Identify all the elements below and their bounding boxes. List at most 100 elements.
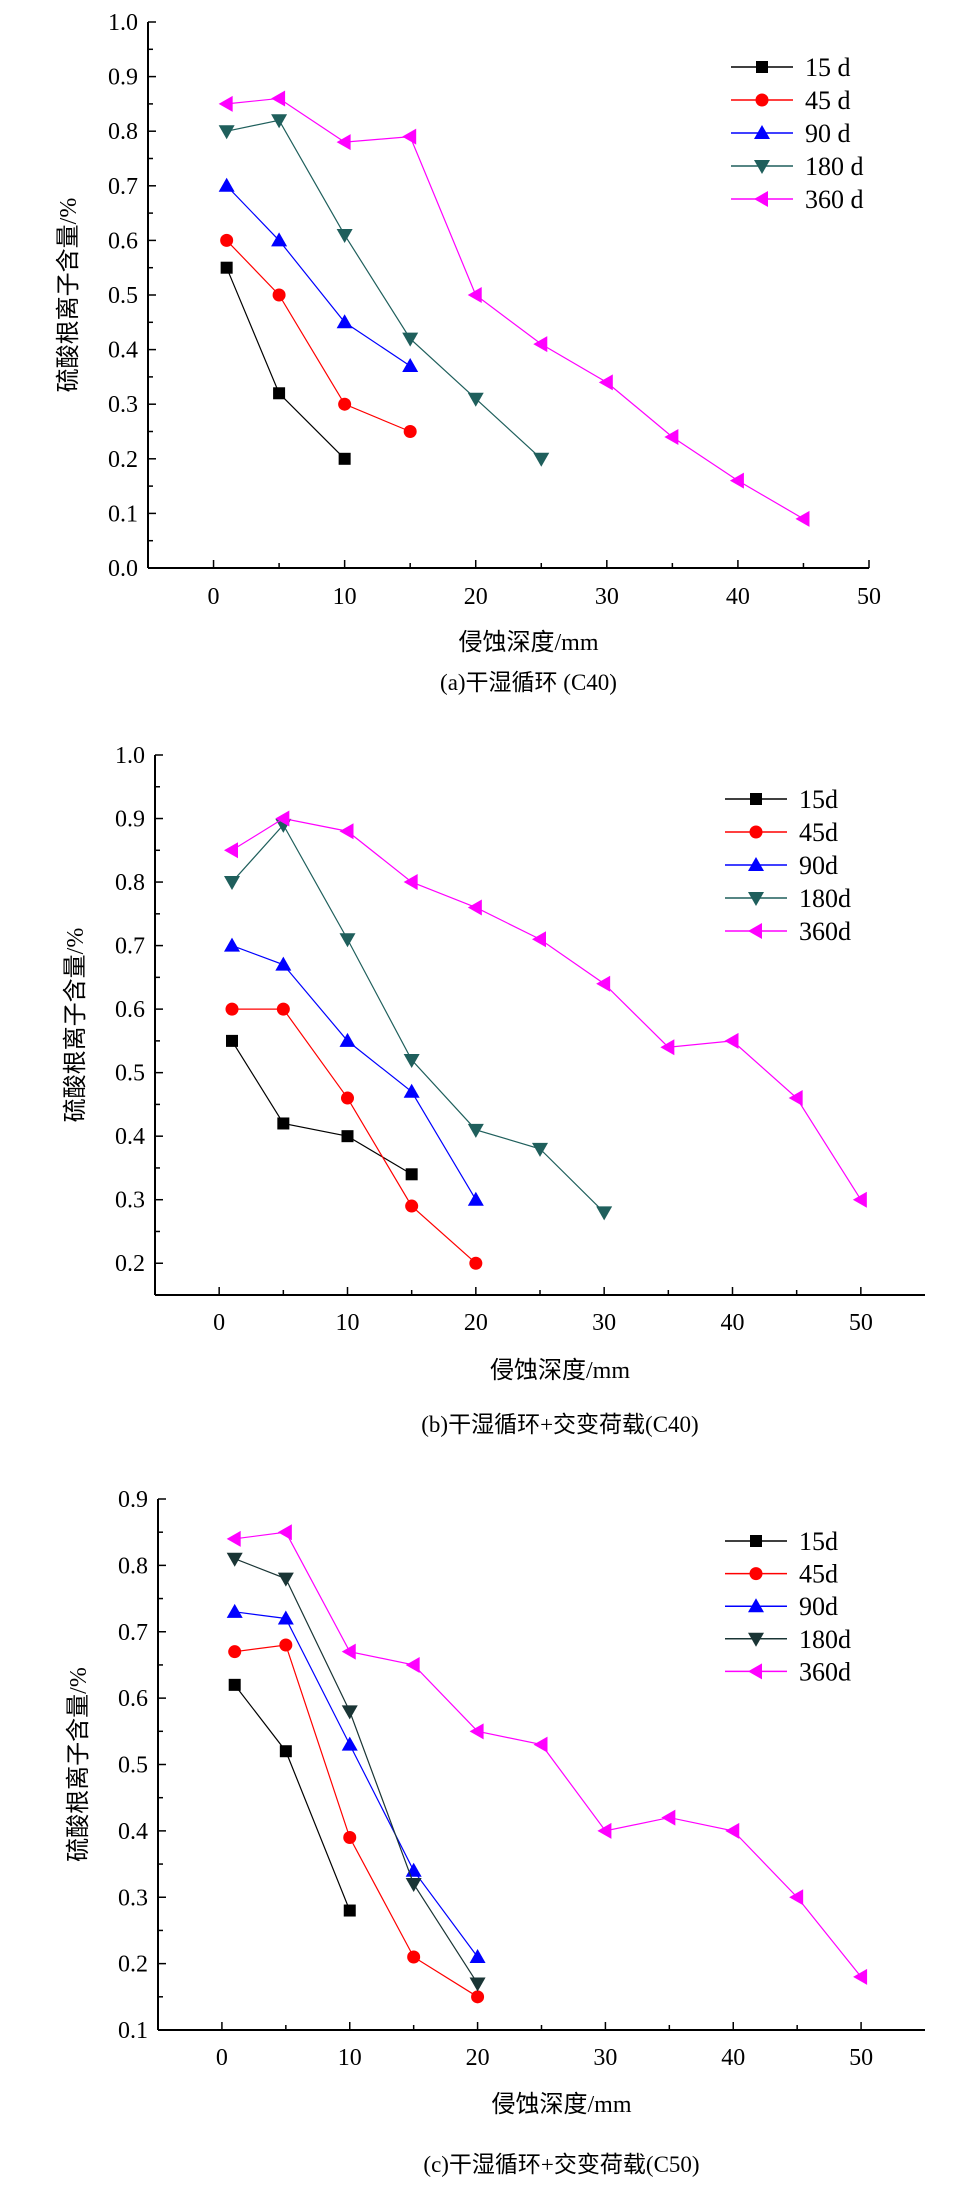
data-point xyxy=(469,1256,483,1270)
legend-item: 45 d xyxy=(731,86,851,115)
y-axis-label: 硫酸根离子含量/% xyxy=(62,928,89,1123)
series-line xyxy=(226,185,411,367)
y-axis-label: 硫酸根离子含量/% xyxy=(55,198,82,393)
data-point xyxy=(228,1678,241,1691)
x-tick-label: 0 xyxy=(208,584,220,610)
y-tick-label: 0.5 xyxy=(108,283,138,309)
legend-marker xyxy=(749,1567,763,1581)
data-point xyxy=(338,452,351,465)
legend-label: 15d xyxy=(799,1527,838,1556)
data-point xyxy=(405,1168,418,1181)
legend-marker xyxy=(748,892,764,906)
x-tick-label: 50 xyxy=(849,2045,873,2071)
data-point xyxy=(533,336,548,353)
series-line xyxy=(234,1558,479,1984)
y-tick-label: 0.6 xyxy=(118,1686,148,1712)
data-point xyxy=(341,1091,354,1105)
series-15d xyxy=(220,261,351,465)
series-line xyxy=(231,823,605,1213)
x-tick-label: 50 xyxy=(857,584,881,610)
data-point xyxy=(788,1090,803,1107)
series-180d xyxy=(224,818,613,1221)
legend-label: 45d xyxy=(799,1560,838,1589)
legend-label: 45 d xyxy=(805,86,851,115)
series-45d xyxy=(225,1002,483,1270)
legend-item: 360d xyxy=(725,1657,851,1686)
data-point xyxy=(664,428,679,445)
data-point xyxy=(405,1199,419,1213)
chart-b: 0.2 0.3 0.4 0.5 0.6 0.7 0.8 0.9 1.0 0 10 20 30 40 50 侵蚀… xyxy=(62,743,925,1437)
data-point xyxy=(220,233,234,247)
legend-marker xyxy=(749,825,763,839)
data-point xyxy=(336,228,353,243)
y-tick-label: 0.5 xyxy=(115,1061,145,1087)
x-tick-label: 10 xyxy=(338,2045,362,2071)
legend-label: 360d xyxy=(799,917,851,946)
data-point xyxy=(228,1645,242,1659)
data-point xyxy=(467,392,484,407)
legend-item: 180d xyxy=(725,1625,851,1654)
x-tick-label: 0 xyxy=(213,1310,225,1336)
data-point xyxy=(729,472,744,489)
data-point xyxy=(596,975,611,992)
legend-label: 90d xyxy=(799,1592,838,1621)
chart-caption: (c)干湿循环+交变荷载(C50) xyxy=(423,2152,699,2177)
y-tick-label: 0.7 xyxy=(115,934,145,960)
data-point xyxy=(277,1524,292,1541)
series-line xyxy=(232,1008,477,1264)
series-90d xyxy=(224,937,484,1206)
data-point xyxy=(597,1822,612,1839)
data-point xyxy=(405,1656,420,1673)
data-point xyxy=(532,1142,548,1157)
series-45d xyxy=(220,233,417,438)
y-tick-label: 0.4 xyxy=(108,338,138,364)
chart-c: 0.1 0.2 0.3 0.4 0.5 0.6 0.7 0.8 0.9 0 10 20 30 40 50 侵蚀… xyxy=(65,1487,925,2177)
legend-label: 360d xyxy=(799,1657,851,1686)
data-point xyxy=(277,1610,294,1625)
legend-marker xyxy=(748,857,764,871)
data-point xyxy=(402,128,417,145)
legend-item: 360 d xyxy=(731,185,864,214)
x-tick-label: 20 xyxy=(466,2045,490,2071)
y-tick-label: 0.6 xyxy=(108,228,138,254)
legend-marker xyxy=(750,793,762,805)
data-point xyxy=(467,1123,484,1138)
data-point xyxy=(341,1130,354,1143)
data-point xyxy=(852,1191,867,1208)
legend-item: 15 d xyxy=(731,53,851,82)
y-tick-label: 0.2 xyxy=(115,1251,145,1277)
y-tick-label: 0.7 xyxy=(108,174,138,200)
data-point xyxy=(226,1530,241,1547)
data-point xyxy=(596,1206,613,1221)
y-tick-label: 0.1 xyxy=(118,2018,148,2044)
x-tick-label: 50 xyxy=(849,1310,873,1336)
y-tick-label: 0.9 xyxy=(118,1487,148,1513)
data-point xyxy=(341,1705,358,1720)
data-point xyxy=(402,357,419,372)
x-tick-label: 40 xyxy=(726,584,750,610)
legend-marker xyxy=(748,1663,762,1680)
x-tick-label: 10 xyxy=(336,1310,360,1336)
legend-label: 45d xyxy=(799,818,838,847)
y-tick-label: 0.3 xyxy=(115,1188,145,1214)
x-tick-label: 0 xyxy=(216,2045,228,2071)
legend-item: 15d xyxy=(725,785,838,814)
data-point xyxy=(224,937,240,952)
data-point xyxy=(339,1032,356,1047)
series-line xyxy=(226,97,804,520)
data-point xyxy=(469,1977,486,1992)
data-point xyxy=(533,1736,548,1753)
legend-item: 90 d xyxy=(731,119,851,148)
legend-item: 180d xyxy=(725,884,851,913)
data-point xyxy=(226,1552,243,1567)
x-tick-label: 30 xyxy=(592,1310,616,1336)
legend-marker xyxy=(748,1632,764,1647)
legend-label: 90 d xyxy=(805,119,851,148)
data-point xyxy=(533,452,550,467)
y-tick-label: 0.4 xyxy=(115,1124,145,1150)
y-tick-label: 0.8 xyxy=(108,119,138,145)
series-line xyxy=(234,1611,479,1958)
series-360d xyxy=(218,90,810,527)
